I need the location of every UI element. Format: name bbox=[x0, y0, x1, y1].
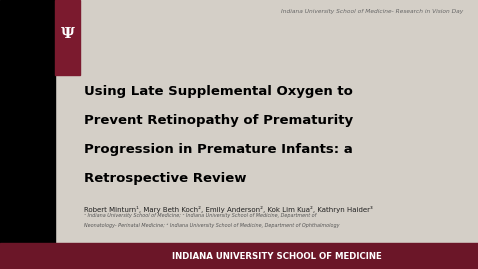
Text: Prevent Retinopathy of Prematurity: Prevent Retinopathy of Prematurity bbox=[84, 114, 353, 127]
Text: Indiana University School of Medicine- Research in Vision Day: Indiana University School of Medicine- R… bbox=[282, 9, 464, 15]
Text: Neonatology- Perinatal Medicine; ³ Indiana University School of Medicine, Depart: Neonatology- Perinatal Medicine; ³ India… bbox=[84, 223, 339, 228]
Text: Using Late Supplemental Oxygen to: Using Late Supplemental Oxygen to bbox=[84, 85, 352, 98]
Bar bbox=[55, 0, 80, 75]
Bar bbox=[0, 0, 55, 269]
Text: Progression in Premature Infants: a: Progression in Premature Infants: a bbox=[84, 143, 352, 156]
Text: ¹ Indiana University School of Medicine; ² Indiana University School of Medicine: ¹ Indiana University School of Medicine;… bbox=[84, 213, 316, 218]
Text: Robert Minturn¹, Mary Beth Koch², Emily Anderson², Kok Lim Kua², Kathryn Haider³: Robert Minturn¹, Mary Beth Koch², Emily … bbox=[84, 206, 372, 213]
Text: INDIANA UNIVERSITY SCHOOL OF MEDICINE: INDIANA UNIVERSITY SCHOOL OF MEDICINE bbox=[173, 252, 382, 261]
Bar bbox=[0, 243, 478, 269]
Text: Retrospective Review: Retrospective Review bbox=[84, 172, 246, 185]
Text: Ψ: Ψ bbox=[60, 27, 75, 41]
